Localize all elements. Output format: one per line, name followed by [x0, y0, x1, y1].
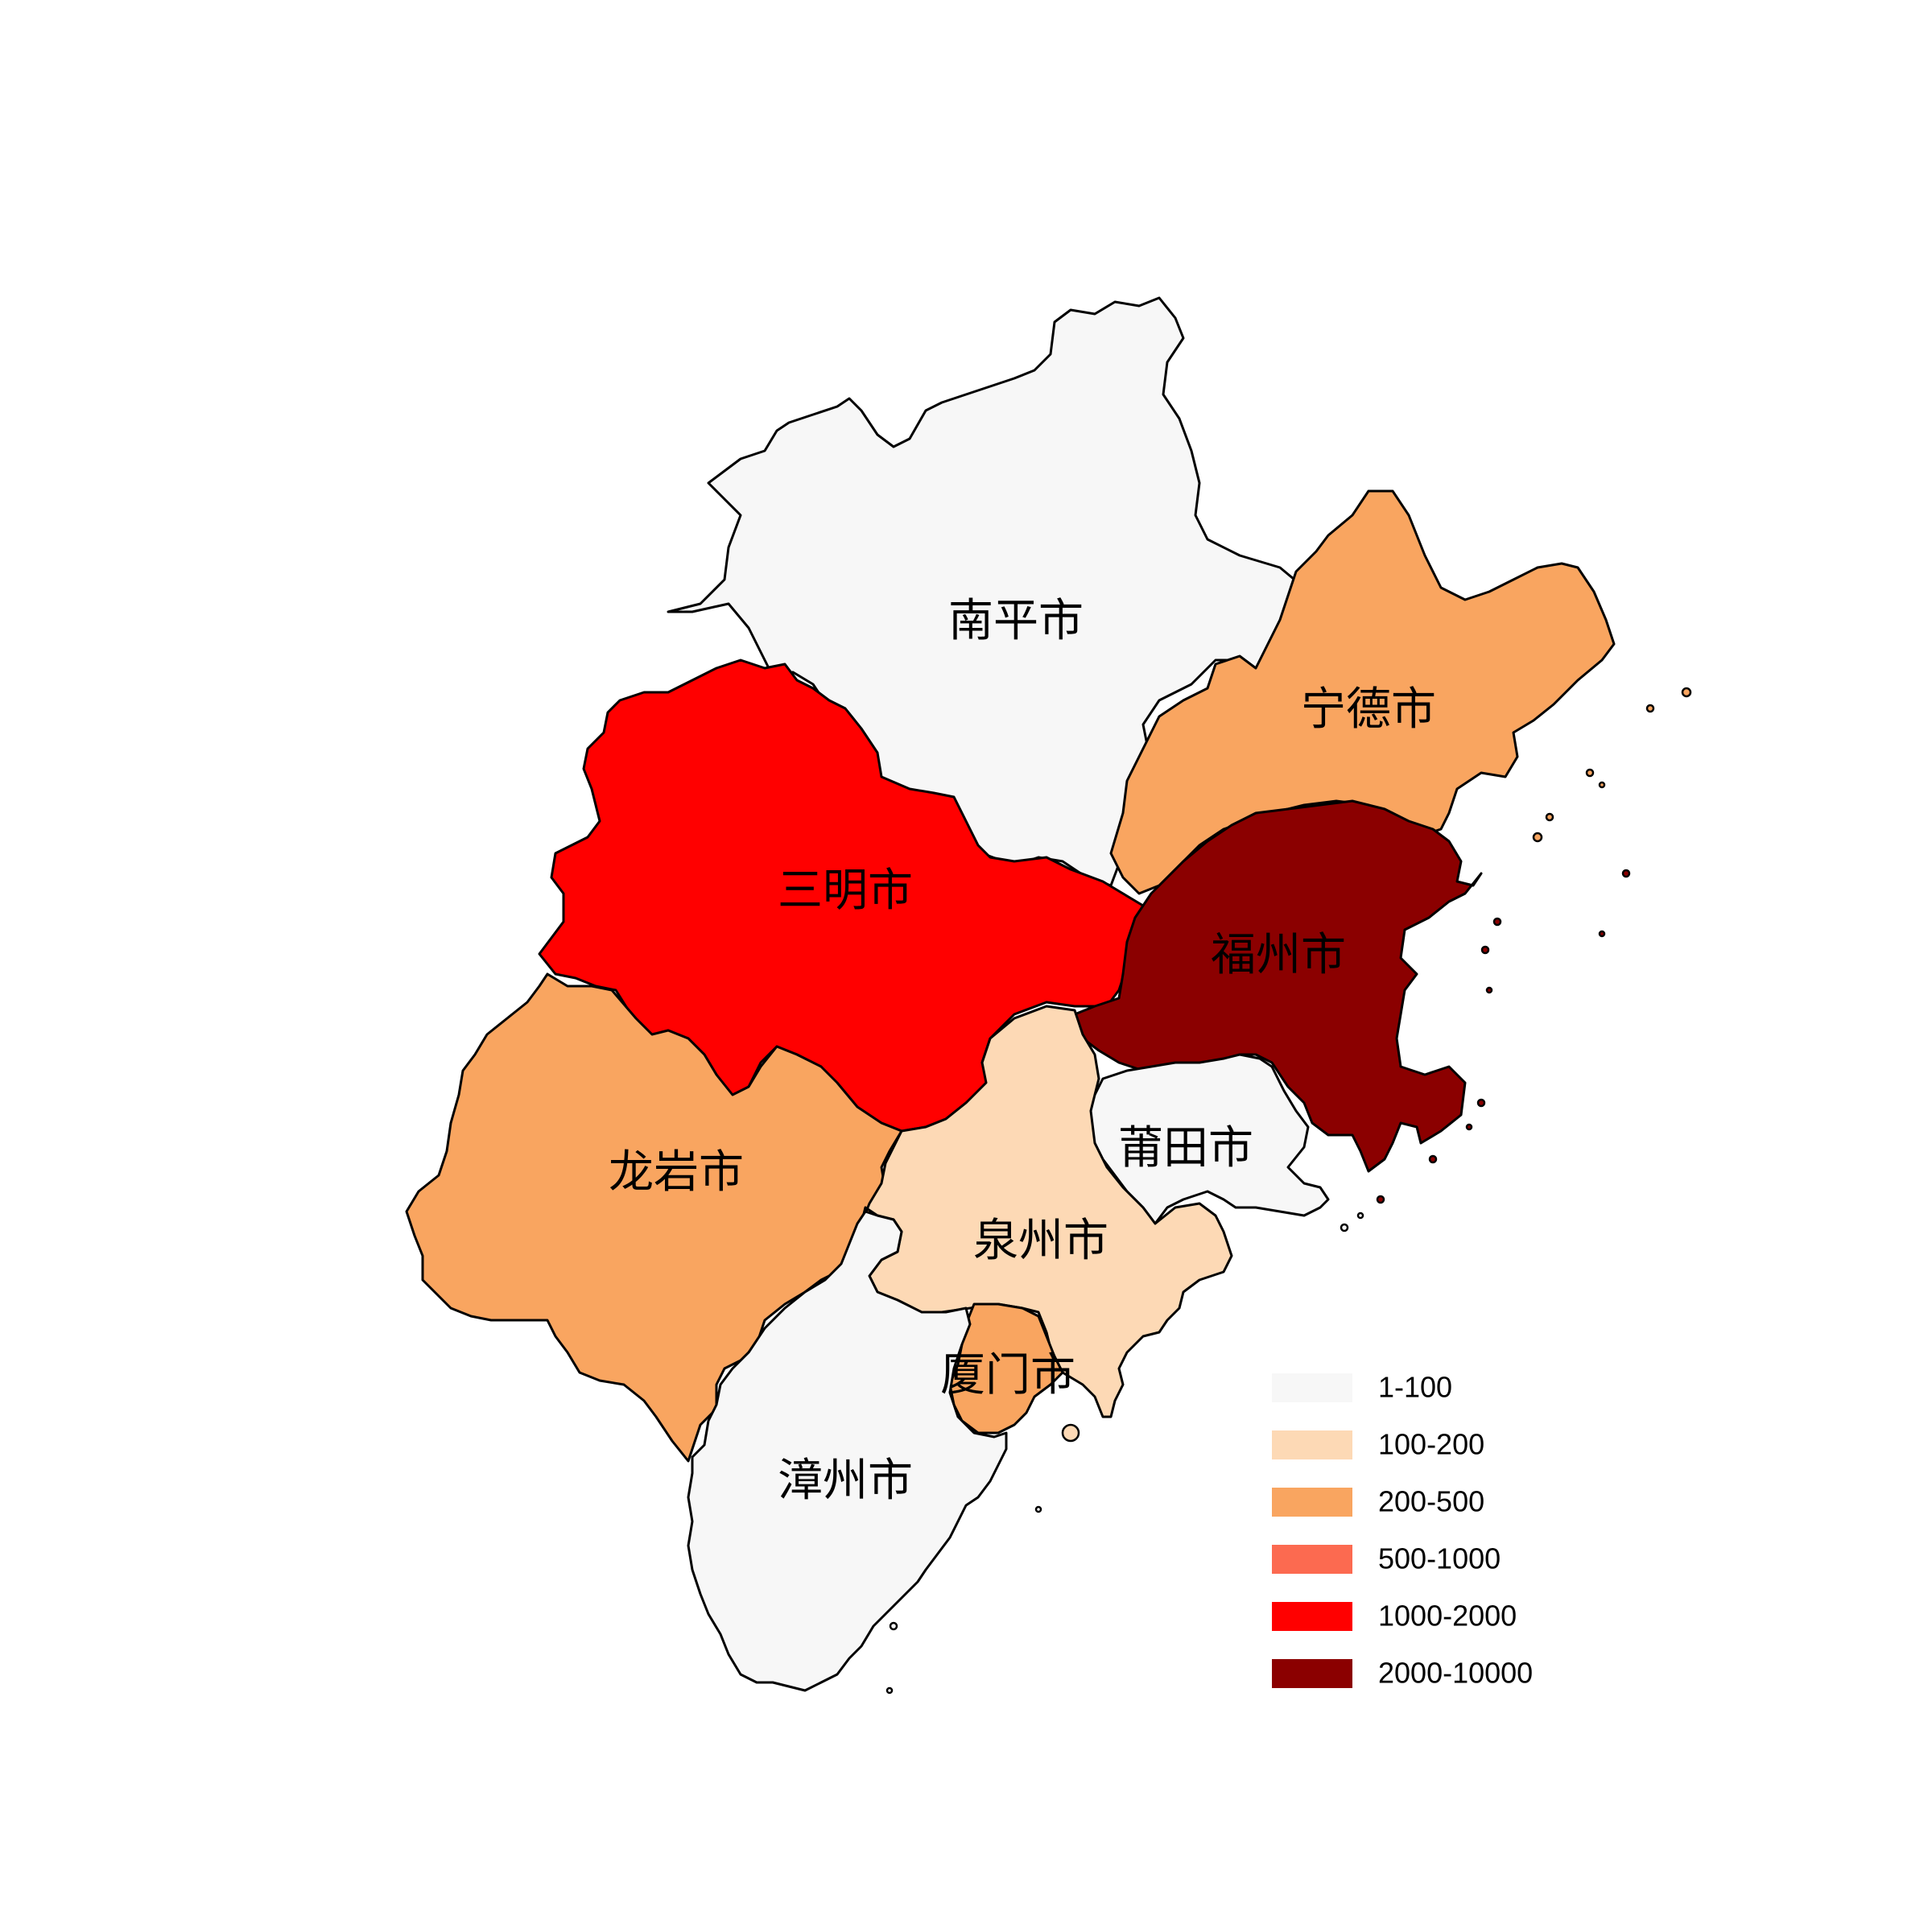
- islet: [1532, 832, 1543, 843]
- islet: [1621, 869, 1631, 878]
- islet: [1465, 1123, 1473, 1131]
- legend-swatch-500-1000: [1272, 1545, 1352, 1574]
- islet: [1492, 917, 1502, 927]
- islet: [1598, 781, 1606, 789]
- region-zhangzhou[interactable]: [687, 1210, 1008, 1692]
- label-nanping: 南平市: [948, 595, 1084, 647]
- legend-label-1000-2000: 1000-2000: [1378, 1600, 1517, 1633]
- legend-swatch-1-100: [1272, 1373, 1352, 1402]
- islet: [1645, 704, 1655, 713]
- islet: [1598, 930, 1606, 938]
- label-zhangzhou: 漳州市: [778, 1455, 913, 1507]
- islet: [1376, 1195, 1385, 1204]
- region-ningde[interactable]: [1109, 489, 1616, 895]
- legend-label-500-1000: 500-1000: [1378, 1542, 1501, 1575]
- legend-swatch-1000-2000: [1272, 1602, 1352, 1631]
- islet: [1476, 1098, 1486, 1108]
- islet: [886, 1686, 894, 1695]
- label-sanming: 三明市: [778, 865, 913, 917]
- islet: [1480, 945, 1490, 955]
- label-quanzhou: 泉州市: [973, 1215, 1108, 1267]
- legend-label-2000-10000: 2000-10000: [1378, 1657, 1533, 1690]
- label-xiamen: 厦门市: [940, 1349, 1075, 1402]
- islet: [1034, 1505, 1042, 1513]
- legend: 1-100 100-200 200-500 500-1000 1000-2000…: [1272, 1371, 1533, 1690]
- label-ningde: 宁德市: [1301, 683, 1436, 736]
- label-fuzhou: 福州市: [1211, 929, 1346, 981]
- islet: [1545, 812, 1554, 822]
- region-xiamen[interactable]: [948, 1302, 1064, 1435]
- region-longyan[interactable]: [405, 972, 903, 1463]
- offshore-islets: [886, 687, 1692, 1695]
- islet: [1485, 986, 1493, 994]
- islet: [1061, 1423, 1080, 1443]
- region-labels: 南平市 宁德市 三明市 福州市 龙岩市 莆田市 泉州市 厦门市 漳州市: [609, 595, 1436, 1507]
- islet: [1428, 1154, 1438, 1164]
- islet: [889, 1621, 898, 1631]
- islet: [1681, 687, 1692, 698]
- legend-label-1-100: 1-100: [1378, 1371, 1452, 1404]
- legend-swatch-2000-10000: [1272, 1659, 1352, 1688]
- islet: [1340, 1223, 1349, 1232]
- legend-label-100-200: 100-200: [1378, 1428, 1484, 1461]
- legend-swatch-200-500: [1272, 1488, 1352, 1517]
- legend-swatch-100-200: [1272, 1430, 1352, 1459]
- map-regions: [405, 296, 1616, 1692]
- legend-label-200-500: 200-500: [1378, 1485, 1484, 1518]
- label-longyan: 龙岩市: [609, 1146, 744, 1199]
- islet: [1585, 768, 1595, 778]
- label-putian: 莆田市: [1118, 1122, 1253, 1174]
- islet: [1356, 1212, 1364, 1220]
